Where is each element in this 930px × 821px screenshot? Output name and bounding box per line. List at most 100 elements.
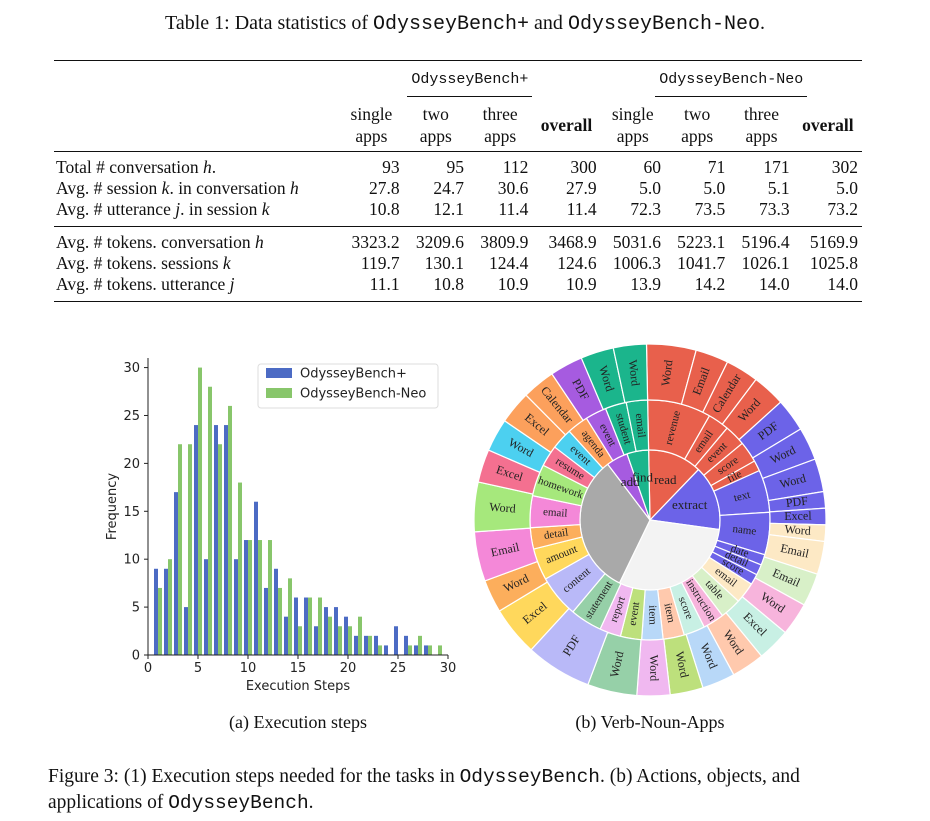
table-cell: 24.7 [433,178,464,198]
column-header: three apps [743,104,779,146]
sunburst-label: event [627,601,643,626]
sunburst-label: add [621,474,640,489]
y-tick-label: 5 [132,601,140,616]
sunburst-label: find [632,470,653,485]
sunburst-label: Word [784,522,811,538]
figure-caption-benchmark-2: OdysseyBench [168,792,309,814]
sunburst-label: Word [647,655,662,682]
histogram-bar [188,444,192,655]
histogram-bar [174,492,178,655]
column-header: single apps [611,104,654,146]
table-row: Avg. # session k. in conversation h 27.8 2… [54,178,862,199]
sunburst-label: text [733,489,752,505]
histogram-bar [254,501,258,655]
row-label: Avg. # session k. in conversation h [56,178,299,198]
table-cell: 73.3 [759,199,790,219]
sunburst-label: email [543,506,568,520]
table-row: Avg. # tokens. conversation h 3323.2 3209.… [54,226,862,253]
table-cell: 130.1 [424,253,464,273]
column-header: overall [802,115,854,135]
sunburst-label: Word [778,471,807,491]
histogram-bar [314,626,318,655]
histogram-bar [424,645,428,655]
table-row: Avg. # utterance j. in session k 10.8 12.1… [54,199,862,227]
histogram-bar [178,444,182,655]
histogram-bar [234,559,238,655]
table-row: Avg. # tokens. utterance j 11.1 10.8 10.9 10… [54,274,862,302]
histogram-bar [378,645,382,655]
histogram-bar [344,616,348,655]
group-header-odysseybench-plus: OdysseyBench+ [339,60,601,103]
group-header-odysseybench-neo: OdysseyBench-Neo [600,60,862,103]
sunburst-label: Word [489,500,516,516]
table-cell: 14.2 [664,274,730,302]
table-cell: 95 [403,151,468,178]
table-cell: 300 [532,151,601,178]
x-axis-label: Execution Steps [246,679,351,694]
histogram-bar [268,540,272,655]
table-cell: 112 [467,151,533,178]
table-caption-suffix: . [759,12,765,34]
row-label: Avg. # tokens. utterance j [54,274,340,302]
table-cell: 171 [729,151,794,178]
table-row: Total # conversation h. 93 95 112 300 60 71 171… [54,151,862,178]
subcaption-b: (b) Verb-Noun-Apps [575,712,725,732]
histogram-bar [164,568,168,655]
histogram-bar [414,645,418,655]
histogram-legend: OdysseyBench+ OdysseyBench-Neo [257,363,439,409]
table-cell: 124.4 [488,253,529,273]
y-tick-label: 15 [123,505,140,520]
table-cell: 5.0 [836,178,858,198]
table-cell: 27.8 [368,178,400,198]
row-label: Total # conversation h. [54,151,340,178]
table-row: Avg. # tokens. sessions k 119.7 130.1 124.4… [54,253,862,274]
histogram-bar [358,616,362,655]
sunburst-label: Word [626,359,643,387]
sunburst-label: Word [658,359,675,387]
execution-steps-histogram: 0 5 10 15 20 25 30 0 5 10 15 20 25 30 Execution Steps F… [105,358,456,694]
legend-label: OdysseyBench-Neo [300,387,426,402]
histogram-bar [264,587,268,655]
histogram-bar [338,626,342,655]
histogram-bar [154,568,158,655]
histogram-bar [368,635,372,655]
table-cell: 5196.4 [729,226,794,253]
table-cell: 10.8 [403,274,468,302]
histogram-bar [248,540,252,655]
table-cell: 93 [339,151,404,178]
histogram-bar [384,645,388,655]
histogram-bar [168,559,172,655]
y-tick-label: 0 [132,649,140,664]
column-header: three apps [482,104,518,146]
table-cell: 60 [600,151,665,178]
legend-box [257,363,439,409]
figure-caption-text-1: Figure 3: (1) Execution steps needed for… [48,766,460,787]
table-subheader-row: single apps two apps three apps overall single a… [54,103,862,152]
table-cell: 11.4 [566,199,597,219]
sunburst-label: extract [672,497,708,512]
table-cell: 30.6 [497,178,529,198]
table-caption-benchmark-1: OdysseyBench+ [373,13,530,36]
sunburst-label: email [633,413,648,439]
column-header: two apps [419,104,452,146]
x-tick-label: 25 [390,661,407,676]
histogram-bar [198,367,202,655]
legend-swatch [266,368,292,378]
histogram-bar [328,616,332,655]
histogram-bar [294,597,298,655]
y-tick-label: 30 [123,361,140,376]
histogram-bar [334,607,338,655]
column-header: single apps [350,104,393,146]
x-tick-label: 15 [290,661,307,676]
table-cell: 73.5 [694,199,726,219]
table-caption-text: Table 1: Data statistics of [165,12,374,34]
sunburst-label: Email [779,541,811,561]
table-cell: 10.9 [467,274,533,302]
histogram-bar [218,444,222,655]
table-cell: 1026.1 [741,253,790,273]
table-cell: 302 [793,151,862,178]
table-cell: 27.9 [565,178,597,198]
histogram-bar [228,405,232,655]
sunburst-label: item [646,605,658,625]
